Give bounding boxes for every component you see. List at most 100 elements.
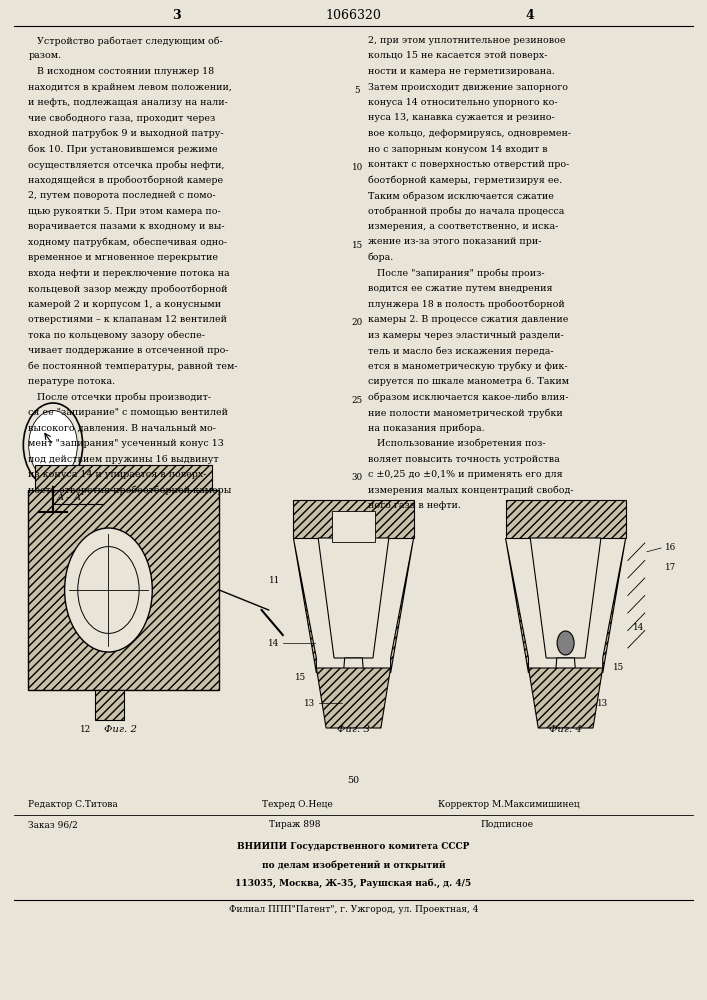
Text: Фиг. 4: Фиг. 4 — [549, 725, 582, 734]
Text: камеры 2. В процессе сжатия давление: камеры 2. В процессе сжатия давление — [368, 315, 568, 324]
Text: камерой 2 и корпусом 1, а конусными: камерой 2 и корпусом 1, а конусными — [28, 300, 221, 309]
Polygon shape — [530, 538, 601, 658]
Bar — [506, 500, 626, 538]
Text: Редактор С.Титова: Редактор С.Титова — [28, 800, 118, 809]
Text: из камеры через эластичный раздели-: из камеры через эластичный раздели- — [368, 330, 563, 340]
Text: жение из-за этого показаний при-: жение из-за этого показаний при- — [368, 237, 541, 246]
Circle shape — [29, 411, 77, 479]
Text: 14: 14 — [268, 638, 279, 648]
Text: Использование изобретения поз-: Использование изобретения поз- — [368, 439, 545, 448]
Text: ность отверстия пробоотборной камеры: ность отверстия пробоотборной камеры — [28, 486, 232, 495]
Text: Фиг. 2: Фиг. 2 — [104, 725, 136, 734]
Text: отобранной пробы до начала процесса: отобранной пробы до начала процесса — [368, 207, 564, 216]
Text: временное и мгновенное перекрытие: временное и мгновенное перекрытие — [28, 253, 218, 262]
Text: тель и масло без искажения переда-: тель и масло без искажения переда- — [368, 346, 554, 356]
Text: боотборной камеры, герметизируя ее.: боотборной камеры, герметизируя ее. — [368, 176, 562, 185]
Text: ного газа в нефти.: ного газа в нефти. — [368, 501, 460, 510]
Text: пературе потока.: пературе потока. — [28, 377, 115, 386]
Text: по делам изобретений и открытий: по делам изобретений и открытий — [262, 860, 445, 869]
Text: 1066320: 1066320 — [325, 9, 382, 22]
Text: ности и камера не герметизирована.: ности и камера не герметизирована. — [368, 67, 554, 76]
Text: кольцо 15 не касается этой поверх-: кольцо 15 не касается этой поверх- — [368, 51, 547, 60]
Text: Устройство работает следующим об-: Устройство работает следующим об- — [28, 36, 223, 45]
Text: 15: 15 — [295, 674, 305, 682]
Text: водится ее сжатие путем внедрения: водится ее сжатие путем внедрения — [368, 284, 552, 293]
Text: 16: 16 — [665, 544, 676, 552]
Text: образом исключается какое-либо влия-: образом исключается какое-либо влия- — [368, 393, 568, 402]
Polygon shape — [552, 658, 579, 713]
Text: Филиал ППП"Патент", г. Ужгород, ул. Проектная, 4: Филиал ППП"Патент", г. Ужгород, ул. Прое… — [229, 905, 478, 914]
Text: но с запорным конусом 14 входит в: но с запорным конусом 14 входит в — [368, 145, 547, 154]
Circle shape — [64, 528, 152, 652]
Text: 15: 15 — [351, 241, 363, 250]
Text: бок 10. При установившемся режиме: бок 10. При установившемся режиме — [28, 145, 218, 154]
Text: вое кольцо, деформируясь, одновремен-: вое кольцо, деформируясь, одновремен- — [368, 129, 571, 138]
Text: 2, при этом уплотнительное резиновое: 2, при этом уплотнительное резиновое — [368, 36, 565, 45]
Text: 2, путем поворота последней с помо-: 2, путем поворота последней с помо- — [28, 191, 216, 200]
Polygon shape — [318, 538, 389, 658]
Bar — [332, 511, 375, 542]
Polygon shape — [316, 668, 390, 728]
Text: разом.: разом. — [28, 51, 62, 60]
Polygon shape — [293, 538, 316, 673]
Polygon shape — [340, 658, 367, 713]
Text: ние полости манометрической трубки: ние полости манометрической трубки — [368, 408, 562, 418]
Text: 13: 13 — [597, 698, 607, 708]
FancyBboxPatch shape — [95, 690, 124, 720]
Text: 5: 5 — [354, 86, 360, 95]
Text: 20: 20 — [351, 318, 363, 327]
Text: 17: 17 — [665, 564, 676, 572]
Text: 30: 30 — [351, 473, 363, 482]
Polygon shape — [390, 538, 414, 673]
Text: ется в манометрическую трубку и фик-: ется в манометрическую трубку и фик- — [368, 361, 567, 371]
Text: После отсечки пробы производит-: После отсечки пробы производит- — [28, 393, 211, 402]
Polygon shape — [528, 668, 602, 728]
Text: Техред О.Неце: Техред О.Неце — [262, 800, 332, 809]
Text: входной патрубок 9 и выходной патру-: входной патрубок 9 и выходной патру- — [28, 129, 224, 138]
Text: Тираж 898: Тираж 898 — [269, 820, 320, 829]
Text: После "запирания" пробы произ-: После "запирания" пробы произ- — [368, 268, 544, 278]
Text: 10: 10 — [351, 163, 363, 172]
Text: ходному патрубкам, обеспечивая одно-: ходному патрубкам, обеспечивая одно- — [28, 237, 228, 247]
Text: 13: 13 — [305, 698, 315, 708]
Text: контакт с поверхностью отверстий про-: контакт с поверхностью отверстий про- — [368, 160, 569, 169]
Text: с ±0,25 до ±0,1% и применять его для: с ±0,25 до ±0,1% и применять его для — [368, 470, 562, 479]
Text: 3: 3 — [173, 9, 181, 22]
Circle shape — [23, 403, 83, 487]
FancyBboxPatch shape — [35, 465, 212, 490]
Text: и нефть, подлежащая анализу на нали-: и нефть, подлежащая анализу на нали- — [28, 98, 228, 107]
Text: Корректор М.Максимишинец: Корректор М.Максимишинец — [438, 800, 580, 809]
Text: Заказ 96/2: Заказ 96/2 — [28, 820, 78, 829]
Text: тока по кольцевому зазору обеспе-: тока по кольцевому зазору обеспе- — [28, 330, 205, 340]
Text: Подписное: Подписное — [481, 820, 534, 829]
Text: на показания прибора.: на показания прибора. — [368, 424, 484, 433]
Text: чивает поддержание в отсеченной про-: чивает поддержание в отсеченной про- — [28, 346, 229, 355]
Text: входа нефти и переключение потока на: входа нефти и переключение потока на — [28, 268, 230, 277]
Text: ся ее "запирание" с помощью вентилей: ся ее "запирание" с помощью вентилей — [28, 408, 228, 417]
Text: отверстиями – к клапанам 12 вентилей: отверстиями – к клапанам 12 вентилей — [28, 315, 227, 324]
Bar — [293, 500, 414, 538]
Text: измерения, а соответственно, и иска-: измерения, а соответственно, и иска- — [368, 222, 558, 231]
Text: осуществляется отсечка пробы нефти,: осуществляется отсечка пробы нефти, — [28, 160, 225, 169]
Text: 25: 25 — [351, 396, 363, 405]
Text: Затем происходит движение запорного: Затем происходит движение запорного — [368, 83, 568, 92]
Text: 11: 11 — [269, 576, 280, 585]
Text: 50: 50 — [347, 776, 360, 785]
Text: конуса 14 относительно упорного ко-: конуса 14 относительно упорного ко- — [368, 98, 557, 107]
Text: 14: 14 — [633, 624, 644, 633]
Text: 15: 15 — [614, 664, 624, 672]
Text: кольцевой зазор между пробоотборной: кольцевой зазор между пробоотборной — [28, 284, 228, 294]
Text: щью рукоятки 5. При этом камера по-: щью рукоятки 5. При этом камера по- — [28, 207, 221, 216]
Text: 12: 12 — [80, 725, 91, 734]
Text: высокого давления. В начальный мо-: высокого давления. В начальный мо- — [28, 424, 216, 432]
Text: Таким образом исключается сжатие: Таким образом исключается сжатие — [368, 191, 554, 201]
Text: под действием пружины 16 выдвинут: под действием пружины 16 выдвинут — [28, 454, 219, 464]
Text: находящейся в пробоотборной камере: находящейся в пробоотборной камере — [28, 176, 223, 185]
Circle shape — [557, 631, 574, 655]
Text: В исходном состоянии плунжер 18: В исходном состоянии плунжер 18 — [28, 67, 214, 76]
Text: Фиг. 3: Фиг. 3 — [337, 725, 370, 734]
Text: нуса 13, канавка сужается и резино-: нуса 13, канавка сужается и резино- — [368, 113, 554, 122]
Text: плунжера 18 в полость пробоотборной: плунжера 18 в полость пробоотборной — [368, 300, 564, 309]
Text: 113035, Москва, Ж-35, Раушская наб., д. 4/5: 113035, Москва, Ж-35, Раушская наб., д. … — [235, 878, 472, 888]
Text: ВНИИПИ Государственного комитета СССР: ВНИИПИ Государственного комитета СССР — [238, 842, 469, 851]
